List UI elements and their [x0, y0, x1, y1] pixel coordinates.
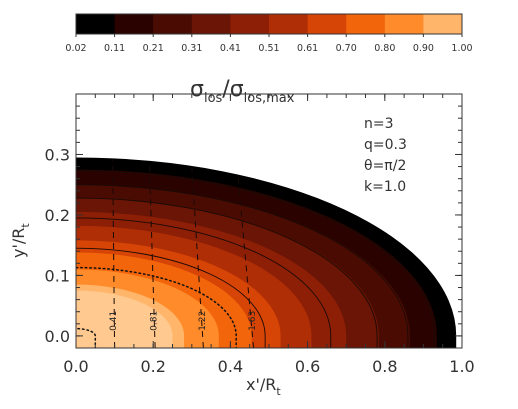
colorbar-cell: [230, 14, 270, 34]
colorbar-cell: [269, 14, 309, 34]
x-tick-labels: 0.0 0.2 0.4 0.6 0.8 1.0: [63, 357, 474, 376]
colorbar-cell: [114, 14, 154, 34]
x-axis-title: x'/Rt: [246, 375, 281, 398]
x-axis-title-sub: t: [276, 385, 281, 398]
parameter-annotation: q=0.3: [364, 137, 407, 153]
colorbar-tick-label: 0.31: [181, 43, 202, 54]
dashed-contour: [112, 159, 116, 348]
x-axis-title-main: x'/R: [246, 375, 276, 394]
x-tick-label: 0.4: [218, 357, 243, 376]
solid-contour: [76, 247, 266, 348]
parameter-annotation: k=1.0: [364, 179, 406, 195]
dashed-contours: 0.41 0.81 1.22 1.63: [109, 159, 258, 348]
solid-contour: [76, 217, 332, 348]
dashed-contour-label: 0.41: [109, 311, 119, 331]
colorbar-cell: [346, 14, 386, 34]
colorbar-ticks: [75, 34, 463, 37]
y-axis-title-main: y'/R: [9, 228, 28, 258]
colorbar-tick-label: 0.70: [336, 43, 357, 54]
x-tick-label: 0.2: [140, 357, 165, 376]
y-axis-title: y'/Rt: [9, 223, 32, 258]
colorbar-cell: [76, 14, 116, 34]
colorbar-title-main: σ: [190, 77, 204, 102]
y-tick-labels: 0.0 0.1 0.2 0.3: [45, 145, 70, 345]
y-tick-label: 0.0: [45, 327, 70, 346]
y-axis-title-sub: t: [19, 223, 32, 228]
solid-contours: [76, 170, 436, 348]
colorbar-title: σlos/σlos,max: [190, 77, 295, 106]
colorbar-tick-label: 0.21: [143, 43, 164, 54]
colorbar-title-sep: /σ: [222, 77, 243, 102]
dotted-contour: [76, 327, 97, 348]
color-band: [76, 290, 173, 348]
colorbar-tick-label: 0.61: [297, 43, 318, 54]
colorbar-tick-label: 0.02: [65, 43, 86, 54]
dotted-contours: [76, 266, 237, 348]
colorbar-cell: [191, 14, 231, 34]
axis-ticks: [75, 94, 463, 348]
colorbar-cell: [384, 14, 424, 34]
y-tick-label: 0.3: [45, 145, 70, 164]
colorbar-cell: [423, 14, 463, 34]
colorbar-title-main-sub: los: [204, 91, 223, 106]
colorbar-tick-label: 1.00: [451, 43, 472, 54]
solid-contour: [76, 170, 436, 348]
parameter-annotation: n=3: [364, 116, 394, 132]
dotted-contour: [76, 266, 237, 348]
dashed-contour-label: 0.81: [150, 311, 160, 331]
colorbar-tick-label: 0.90: [413, 43, 434, 54]
dashed-contour-label: 1.63: [248, 311, 258, 331]
colorbar-cell: [153, 14, 193, 34]
x-tick-label: 0.0: [63, 357, 88, 376]
x-tick-label: 0.6: [295, 357, 320, 376]
x-tick-label: 1.0: [449, 357, 474, 376]
colorbar-tick-label: 0.80: [374, 43, 395, 54]
colorbar: 0.02 0.11 0.21 0.31 0.41 0.51 0.61 0.70 0.80 0.90…: [65, 13, 473, 54]
x-tick-label: 0.8: [372, 357, 397, 376]
solid-contour: [76, 184, 409, 348]
colorbar-tick-label: 0.51: [258, 43, 279, 54]
y-tick-label: 0.1: [45, 266, 70, 285]
colorbar-cell: [307, 14, 347, 34]
colorbar-title-den-sub: los,max: [244, 91, 295, 106]
y-tick-label: 0.2: [45, 206, 70, 225]
colorbar-tick-label: 0.11: [104, 43, 125, 54]
colorbar-tick-labels: 0.02 0.11 0.21 0.31 0.41 0.51 0.61 0.70 0.80 0.90…: [65, 43, 472, 54]
plot-content: 0.41 0.81 1.22 1.63: [76, 157, 457, 348]
colorbar-tick-label: 0.41: [220, 43, 241, 54]
parameter-annotations: n=3 q=0.3 θ=π/2 k=1.0: [364, 116, 407, 195]
parameter-annotation: θ=π/2: [364, 158, 406, 174]
dashed-contour: [148, 162, 156, 348]
dashed-contour: [191, 166, 204, 348]
solid-contour: [76, 197, 378, 348]
colorbar-cells: [76, 14, 463, 34]
dashed-contour-label: 1.22: [198, 311, 208, 331]
